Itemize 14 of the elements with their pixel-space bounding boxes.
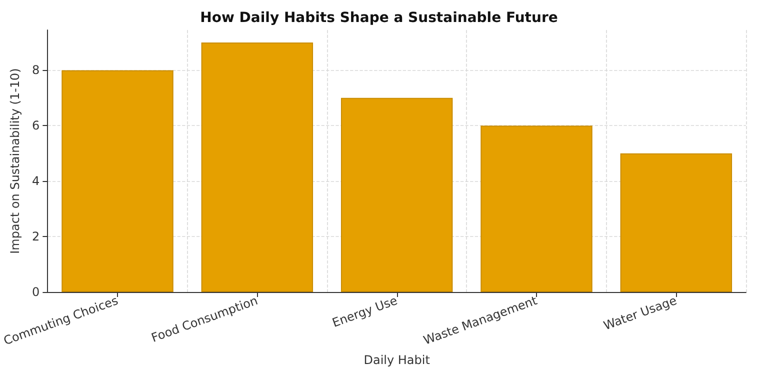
chart-title: How Daily Habits Shape a Sustainable Future (200, 10, 558, 26)
y-tick-label: 0 (32, 285, 40, 299)
y-tick-label: 4 (32, 174, 40, 188)
bar (340, 98, 453, 292)
x-tick-label: Water Usage (602, 293, 679, 333)
y-tick-label: 8 (32, 63, 40, 78)
y-tick-label: 2 (32, 230, 40, 244)
bar (480, 126, 592, 292)
bar (201, 42, 314, 292)
y-axis-title: Impact on Sustainability (1-10) (8, 68, 22, 254)
y-tick-label: 6 (32, 118, 40, 133)
x-axis-title: Daily Habit (364, 353, 430, 367)
bar (62, 70, 174, 292)
bar (620, 153, 732, 292)
